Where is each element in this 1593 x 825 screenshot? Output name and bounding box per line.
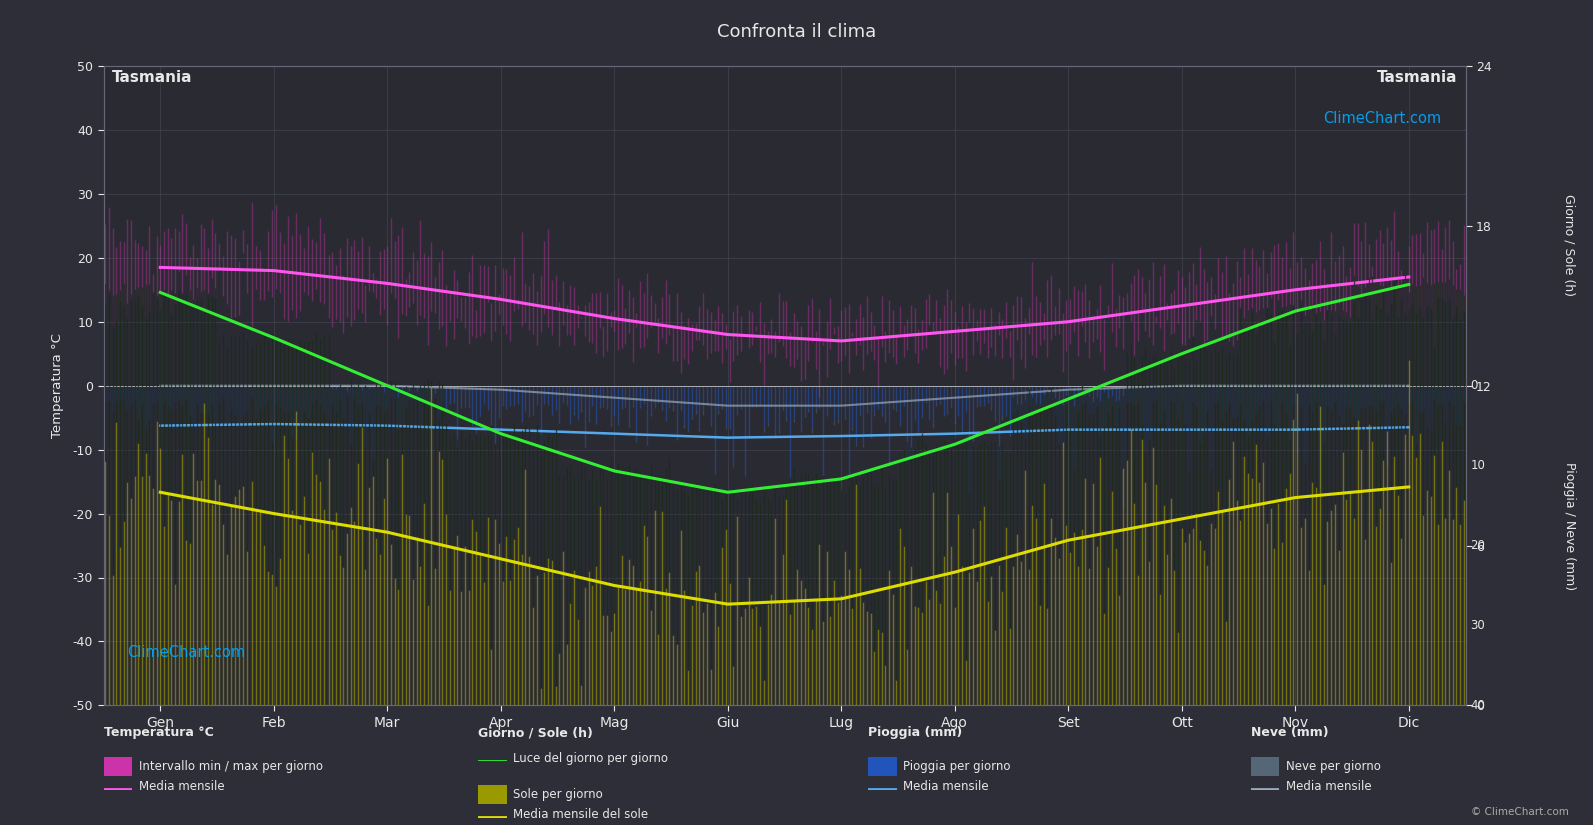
Text: Media mensile del sole: Media mensile del sole [513, 808, 648, 821]
Text: ClimeChart.com: ClimeChart.com [1324, 111, 1442, 126]
Text: Media mensile: Media mensile [1286, 780, 1372, 793]
Text: Neve (mm): Neve (mm) [1251, 726, 1329, 739]
Text: Intervallo min / max per giorno: Intervallo min / max per giorno [139, 760, 323, 773]
Text: Tasmania: Tasmania [112, 70, 193, 85]
Text: Temperatura °C: Temperatura °C [104, 726, 213, 739]
Y-axis label: Temperatura °C: Temperatura °C [51, 333, 64, 438]
Text: 20: 20 [1470, 539, 1485, 552]
Text: 10: 10 [1470, 459, 1485, 472]
Text: Sole per giorno: Sole per giorno [513, 788, 602, 801]
Text: Neve per giorno: Neve per giorno [1286, 760, 1381, 773]
Text: Giorno / Sole (h): Giorno / Sole (h) [1563, 194, 1575, 296]
Text: © ClimeChart.com: © ClimeChart.com [1472, 807, 1569, 817]
Text: Pioggia (mm): Pioggia (mm) [868, 726, 962, 739]
Text: ClimeChart.com: ClimeChart.com [127, 645, 245, 660]
Text: Giorno / Sole (h): Giorno / Sole (h) [478, 726, 593, 739]
Text: Confronta il clima: Confronta il clima [717, 23, 876, 41]
Text: Pioggia / Neve (mm): Pioggia / Neve (mm) [1563, 462, 1575, 591]
Text: Pioggia per giorno: Pioggia per giorno [903, 760, 1010, 773]
Text: Tasmania: Tasmania [1376, 70, 1458, 85]
Text: 30: 30 [1470, 619, 1485, 632]
Text: 40: 40 [1470, 699, 1485, 712]
Text: Luce del giorno per giorno: Luce del giorno per giorno [513, 752, 667, 765]
Text: 0: 0 [1470, 380, 1478, 392]
Text: Media mensile: Media mensile [139, 780, 225, 793]
Text: Media mensile: Media mensile [903, 780, 989, 793]
